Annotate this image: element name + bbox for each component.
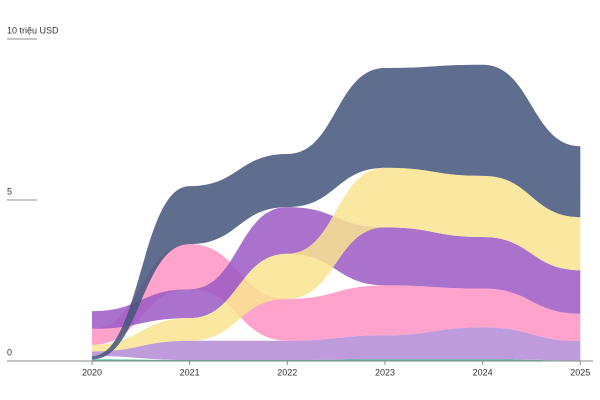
x-tick-label: 2021 [180,367,200,377]
ribbon [91,207,581,329]
x-tick-label: 2022 [277,367,297,377]
x-tick-label: 2024 [473,367,493,377]
ribbon [91,167,581,352]
y-tick-label: 5 [7,186,12,196]
y-tick-label: 0 [7,347,12,357]
ribbon [91,244,581,345]
ribbon [91,327,581,361]
x-tick-label: 2025 [570,367,590,377]
y-tick-label: 10 triệu USD [7,25,59,35]
ribbon [91,64,581,360]
x-tick-label: 2020 [82,367,102,377]
x-tick-label: 2023 [375,367,395,377]
